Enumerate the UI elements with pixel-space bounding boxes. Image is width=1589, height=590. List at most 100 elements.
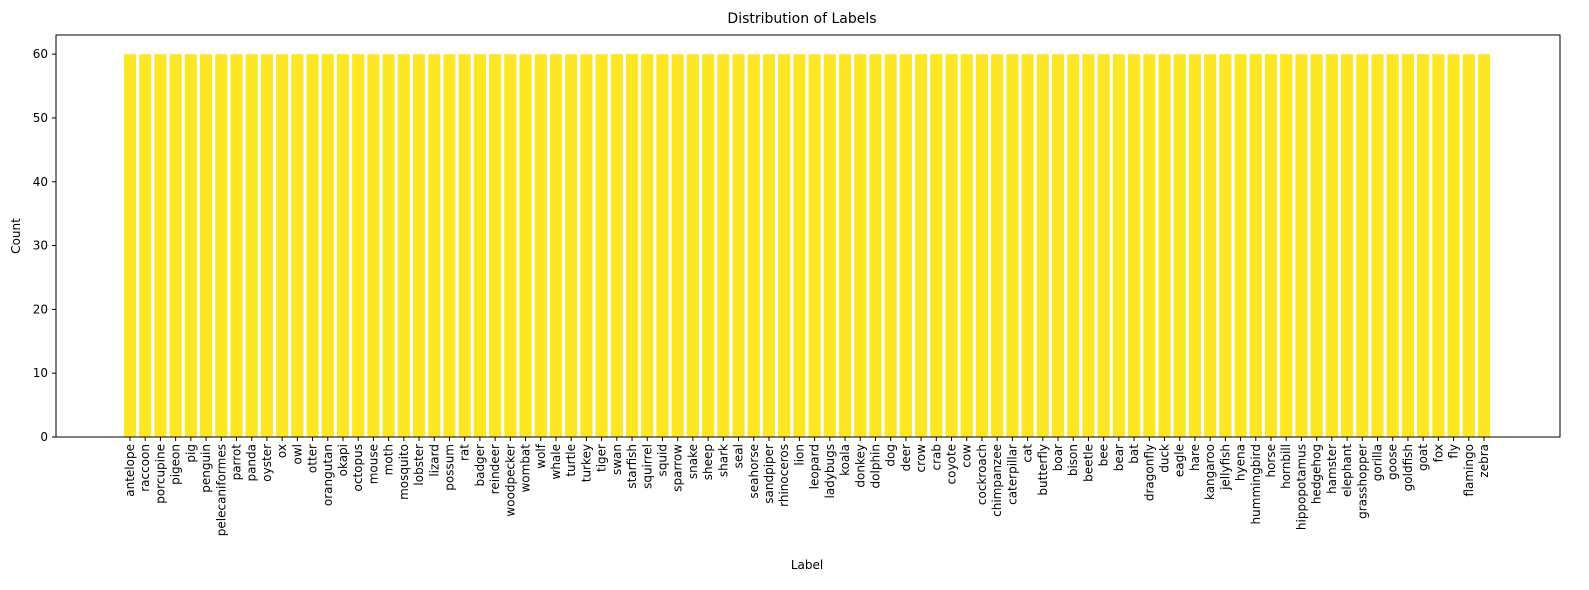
x-tick-label: lizard bbox=[427, 444, 441, 477]
bar-cow bbox=[960, 54, 973, 437]
bar-eagle bbox=[1173, 54, 1186, 437]
bar-deer bbox=[899, 54, 912, 437]
chart-title: Distribution of Labels bbox=[727, 11, 876, 27]
bar-antelope bbox=[123, 54, 137, 437]
x-tick-label: goldfish bbox=[1401, 444, 1415, 491]
bar-elephant bbox=[1340, 54, 1354, 437]
x-tick-label: donkey bbox=[853, 444, 867, 488]
x-tick-label: jellyfish bbox=[1218, 444, 1232, 491]
bar-mouse bbox=[367, 54, 380, 437]
bar-squid bbox=[656, 54, 669, 437]
bar-bat bbox=[1128, 54, 1141, 437]
bar-cat bbox=[1021, 54, 1034, 437]
x-tick-label: hummingbird bbox=[1249, 444, 1263, 524]
x-tick-label: bison bbox=[1066, 444, 1080, 476]
x-tick-label: sandpiper bbox=[762, 444, 776, 504]
x-tick-label: starfish bbox=[625, 444, 639, 489]
x-tick-label: hare bbox=[1188, 444, 1202, 471]
bar-turtle bbox=[565, 54, 578, 437]
x-tick-label: elephant bbox=[1340, 444, 1354, 497]
y-tick-label: 30 bbox=[33, 239, 48, 253]
x-tick-label: mouse bbox=[366, 444, 380, 484]
bar-hare bbox=[1188, 54, 1202, 437]
plot-frame bbox=[55, 34, 1561, 438]
x-axis: antelope raccoon porcupine pigeon pig penguin… bbox=[123, 437, 1491, 536]
bar-bison bbox=[1067, 54, 1080, 437]
x-tick-label: fox bbox=[1431, 444, 1445, 462]
x-tick-label: antelope bbox=[123, 444, 137, 497]
bar-woodpecker bbox=[504, 54, 517, 437]
x-tick-label: beetle bbox=[1081, 444, 1095, 482]
bar-panda bbox=[245, 54, 258, 437]
bar-zebra bbox=[1477, 54, 1491, 437]
bar-bee bbox=[1097, 54, 1110, 437]
bar-rhinoceros bbox=[778, 54, 791, 437]
bar-swan bbox=[610, 54, 623, 437]
y-axis: 0 10 20 30 40 50 60 bbox=[33, 47, 56, 444]
x-tick-label: pig bbox=[184, 444, 198, 463]
bar-gorilla bbox=[1371, 54, 1384, 437]
x-tick-label: badger bbox=[473, 444, 487, 487]
x-tick-label: hedgehog bbox=[1310, 444, 1324, 504]
bar-turkey bbox=[580, 54, 593, 437]
bar-fly bbox=[1447, 54, 1460, 437]
y-tick-label: 20 bbox=[33, 302, 48, 316]
bar-jellyfish bbox=[1219, 54, 1232, 437]
bar-duck bbox=[1158, 54, 1171, 437]
bar-flamingo bbox=[1462, 54, 1475, 437]
bar-grasshopper bbox=[1356, 54, 1369, 437]
bar-otter bbox=[306, 54, 319, 437]
x-tick-label: cow bbox=[960, 444, 974, 468]
bar-moth bbox=[382, 54, 395, 437]
x-tick-label: lion bbox=[792, 444, 806, 466]
x-tick-label: ox bbox=[275, 444, 289, 458]
y-tick-label: 0 bbox=[40, 430, 48, 444]
x-tick-label: reindeer bbox=[488, 444, 502, 494]
bar-caterpillar bbox=[1006, 54, 1019, 437]
x-tick-label: cockroach bbox=[975, 444, 989, 505]
bar-ladybugs bbox=[823, 54, 836, 437]
x-tick-label: hippopotamus bbox=[1294, 444, 1308, 530]
bar-hedgehog bbox=[1310, 54, 1323, 437]
bar-boar bbox=[1051, 54, 1065, 437]
x-tick-label: shark bbox=[716, 444, 730, 477]
bar-owl bbox=[291, 54, 304, 437]
bar-goldfish bbox=[1401, 54, 1415, 437]
x-tick-label: orangutan bbox=[321, 444, 335, 506]
bar-koala bbox=[838, 54, 852, 437]
x-tick-label: octopus bbox=[351, 444, 365, 491]
bar-crab bbox=[930, 54, 943, 437]
x-tick-label: caterpillar bbox=[1005, 444, 1019, 505]
bar-cockroach bbox=[975, 54, 989, 437]
x-tick-label: dog bbox=[884, 444, 898, 467]
x-tick-label: hamster bbox=[1325, 444, 1339, 494]
bar-lobster bbox=[412, 54, 426, 437]
x-tick-label: turtle bbox=[564, 444, 578, 477]
x-tick-label: crow bbox=[914, 444, 928, 473]
bar-lion bbox=[793, 54, 806, 437]
x-tick-label: butterfly bbox=[1036, 444, 1050, 496]
x-tick-label: dragonfly bbox=[1142, 444, 1156, 501]
x-tick-label: raccoon bbox=[138, 444, 152, 492]
bar-fox bbox=[1432, 54, 1445, 437]
bar-pelecaniformes bbox=[215, 54, 228, 437]
x-tick-label: cat bbox=[1021, 444, 1035, 463]
x-tick-label: sparrow bbox=[671, 444, 685, 492]
x-tick-label: zebra bbox=[1477, 444, 1491, 478]
bar-coyote bbox=[945, 54, 958, 437]
bar-snake bbox=[686, 54, 699, 437]
bar-beetle bbox=[1082, 54, 1095, 437]
bar-seal bbox=[732, 54, 745, 437]
bar-sparrow bbox=[671, 54, 684, 437]
bar-leopard bbox=[808, 54, 821, 437]
bar-sandpiper bbox=[762, 54, 776, 437]
bar-butterfly bbox=[1036, 54, 1049, 437]
bar-tiger bbox=[595, 54, 608, 437]
x-tick-label: seal bbox=[732, 444, 746, 468]
x-tick-label: eagle bbox=[1173, 444, 1187, 477]
x-tick-label: moth bbox=[382, 444, 396, 475]
x-tick-label: penguin bbox=[199, 444, 213, 493]
x-tick-label: wombat bbox=[519, 444, 533, 493]
x-tick-label: grasshopper bbox=[1355, 444, 1369, 519]
x-tick-label: snake bbox=[686, 444, 700, 479]
